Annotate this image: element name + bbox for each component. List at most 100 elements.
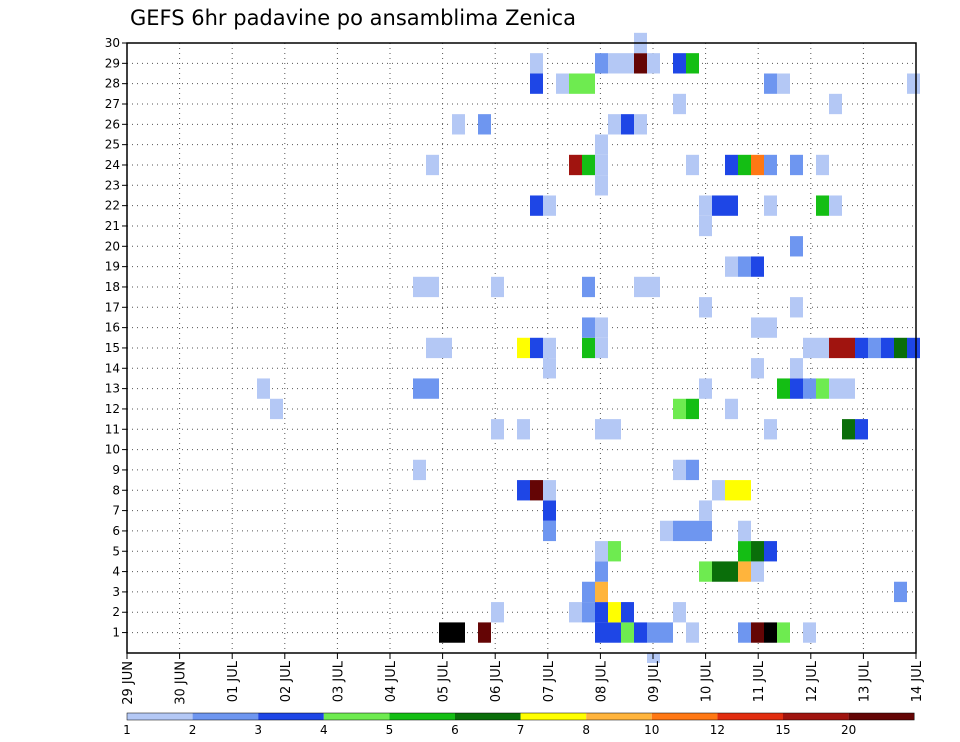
heatmap-cell [530, 480, 543, 501]
y-tick-label: 24 [105, 158, 120, 172]
y-tick-label: 7 [112, 504, 120, 518]
heatmap-cell [491, 276, 504, 298]
heatmap-cell [530, 53, 543, 74]
heatmap-cell [764, 195, 777, 216]
heatmap-cell [634, 114, 647, 135]
heatmap-cell [777, 378, 790, 399]
y-tick-label: 12 [105, 402, 120, 416]
heatmap-cell [738, 256, 751, 277]
y-tick-label: 25 [105, 138, 120, 152]
y-tick-label: 4 [112, 565, 120, 579]
legend-swatch [127, 713, 193, 720]
y-tick-label: 5 [112, 544, 120, 558]
heatmap-cell [907, 337, 920, 359]
x-tick-label: 04 JUL [384, 660, 399, 702]
heatmap-cell [751, 358, 764, 379]
heatmap-cell [816, 378, 829, 399]
heatmap-cell [725, 195, 738, 216]
y-tick-label: 26 [105, 117, 120, 131]
heatmap-cell [816, 195, 829, 216]
heatmap-cell [517, 419, 530, 440]
heatmap-cell [803, 622, 816, 643]
heatmap-cell [595, 541, 608, 562]
heatmap-cell [738, 561, 751, 582]
legend-swatch [258, 713, 324, 720]
y-tick-label: 30 [105, 36, 120, 50]
heatmap-cell [790, 297, 803, 318]
heatmap-cell [517, 480, 530, 501]
y-tick-label: 16 [105, 321, 120, 335]
heatmap-cell [543, 337, 556, 359]
heatmap-cell [270, 398, 283, 420]
heatmap-cell [543, 520, 556, 542]
heatmap-cell [673, 398, 686, 420]
heatmap-cell [764, 73, 777, 94]
legend-swatch [520, 713, 587, 720]
heatmap-cell [426, 337, 439, 359]
legend-label: 20 [841, 723, 856, 737]
heatmap-cell [764, 317, 777, 338]
heatmap-cell [439, 337, 452, 359]
x-tick-label: 10 JUL [700, 660, 715, 702]
heatmap-cell [595, 134, 608, 155]
heatmap-cell [829, 93, 842, 115]
x-tick-label: 02 JUL [279, 660, 294, 702]
heatmap-cell [413, 378, 426, 399]
heatmap-cell [751, 561, 764, 582]
heatmap-cell [647, 276, 660, 298]
heatmap-cell [751, 154, 764, 176]
legend-swatch [192, 713, 259, 720]
heatmap-cell [855, 337, 868, 359]
heatmap-cell [608, 622, 621, 643]
heatmap-cell [634, 53, 647, 74]
heatmap-cell [699, 561, 712, 582]
y-tick-label: 13 [105, 382, 120, 396]
heatmap-cell [790, 236, 803, 257]
legend-label: 4 [320, 723, 328, 737]
y-tick-label: 1 [112, 626, 120, 640]
heatmap-cell [803, 337, 816, 359]
x-tick-label: 07 JUL [542, 660, 557, 702]
heatmap-cell [894, 581, 907, 603]
heatmap-cell [790, 358, 803, 379]
heatmap-cell [478, 114, 491, 135]
heatmap-cell [699, 215, 712, 237]
heatmap-cell [426, 154, 439, 176]
heatmap-cell [894, 337, 907, 359]
legend-swatch [717, 713, 783, 720]
x-tick-label: 09 JUL [647, 660, 662, 702]
heatmap-cell [777, 622, 790, 643]
heatmap-cell [738, 541, 751, 562]
x-tick-label: 08 JUL [594, 660, 609, 702]
heatmap-cell [582, 276, 595, 298]
heatmap-cell [660, 622, 673, 643]
heatmap-cell [543, 195, 556, 216]
heatmap-cell [621, 53, 634, 74]
heatmap-cell [595, 561, 608, 582]
heatmap-cell [647, 53, 660, 74]
legend-swatch [586, 713, 652, 720]
heatmap-cell [569, 154, 582, 176]
heatmap-cell [725, 480, 738, 501]
y-tick-label: 6 [112, 524, 120, 538]
heatmap-cell [686, 459, 699, 481]
y-tick-label: 29 [105, 56, 120, 70]
y-tick-label: 8 [112, 483, 120, 497]
y-tick-label: 19 [105, 260, 120, 274]
x-tick-label: 03 JUL [331, 660, 346, 702]
heatmap-cell [595, 317, 608, 338]
heatmap-cell [569, 602, 582, 623]
heatmap-cell [738, 622, 751, 643]
legend-label: 1 [123, 723, 131, 737]
heatmap-cell [452, 114, 465, 135]
x-tick-label: 14 JUL [910, 660, 925, 702]
legend-label: 3 [254, 723, 262, 737]
heatmap-cell [725, 154, 738, 176]
heatmap-cell [608, 541, 621, 562]
x-tick-label: 05 JUL [437, 660, 452, 702]
legend-swatch [783, 713, 849, 720]
heatmap-cell [439, 622, 452, 643]
heatmap-cell [595, 53, 608, 74]
y-tick-label: 9 [112, 463, 120, 477]
heatmap-cell [686, 520, 699, 542]
